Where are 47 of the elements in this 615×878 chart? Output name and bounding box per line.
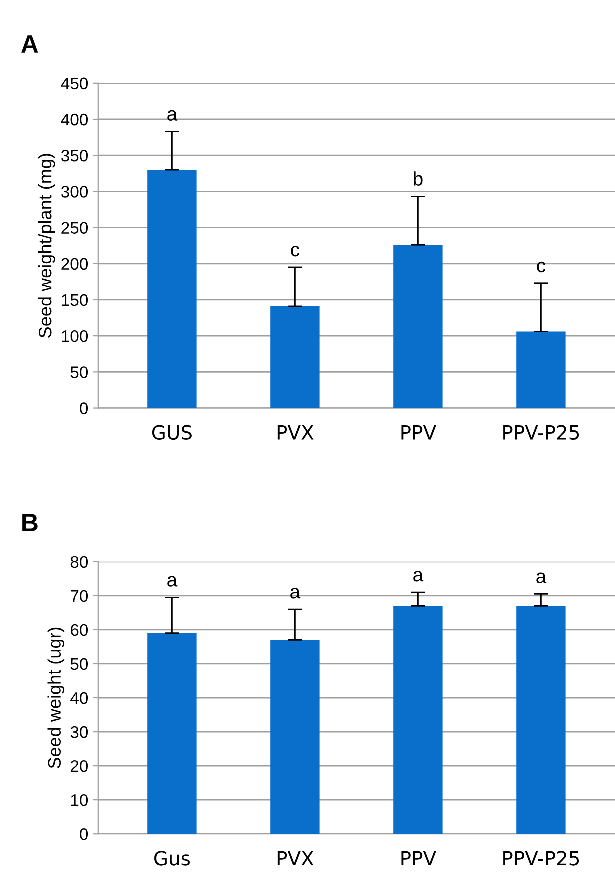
x-tick-label: PPV xyxy=(402,426,436,440)
y-tick-label: 450 xyxy=(61,78,88,90)
y-tick-label: 150 xyxy=(62,294,88,306)
annotation: b xyxy=(414,172,423,186)
annotation: a xyxy=(168,110,178,121)
y-axis-title: Seed weight/plant (mg) xyxy=(38,154,56,338)
y-tick-label: 80 xyxy=(70,556,88,568)
annotation: c xyxy=(291,246,300,257)
chart-title: B xyxy=(22,514,38,532)
bar xyxy=(394,245,443,408)
annotation: a xyxy=(168,576,178,587)
x-tick-label: PVX xyxy=(278,851,314,866)
y-tick-label: 350 xyxy=(62,150,88,162)
y-tick-label: 400 xyxy=(61,114,88,126)
bar xyxy=(516,332,566,408)
y-tick-label: 0 xyxy=(80,402,88,414)
annotation: a xyxy=(414,571,424,582)
y-tick-label: 250 xyxy=(62,222,88,234)
x-tick-label: PPV-P25 xyxy=(504,851,580,866)
y-tick-label: 0 xyxy=(80,828,88,840)
x-tick-label: PPV-P25 xyxy=(504,425,580,440)
annotation: a xyxy=(536,572,547,584)
bar xyxy=(148,633,197,834)
x-tick-label: GUS xyxy=(152,425,192,440)
x-tick-label: Gus xyxy=(154,851,190,866)
bar xyxy=(148,170,197,408)
x-tick-label: PPV xyxy=(402,851,436,866)
x-tick-label: PVX xyxy=(278,426,314,440)
bar xyxy=(516,606,566,834)
bar xyxy=(270,640,320,834)
annotation: c xyxy=(537,262,546,273)
y-tick-label: 30 xyxy=(70,726,88,738)
y-tick-label: 100 xyxy=(62,330,88,342)
y-axis-title: Seed weight (ugr) xyxy=(48,628,65,768)
y-tick-label: 20 xyxy=(70,760,88,772)
y-tick-label: 70 xyxy=(70,590,88,602)
y-tick-label: 60 xyxy=(70,624,88,636)
y-tick-label: 40 xyxy=(70,692,88,704)
bar xyxy=(270,306,320,408)
y-tick-label: 50 xyxy=(70,658,88,670)
y-tick-label: 200 xyxy=(62,258,88,270)
y-tick-label: 50 xyxy=(70,366,88,378)
y-tick-label: 10 xyxy=(71,794,88,806)
chart-title: A xyxy=(22,36,38,53)
y-tick-label: 300 xyxy=(62,186,88,198)
bar xyxy=(394,606,443,834)
annotation: a xyxy=(290,588,301,599)
